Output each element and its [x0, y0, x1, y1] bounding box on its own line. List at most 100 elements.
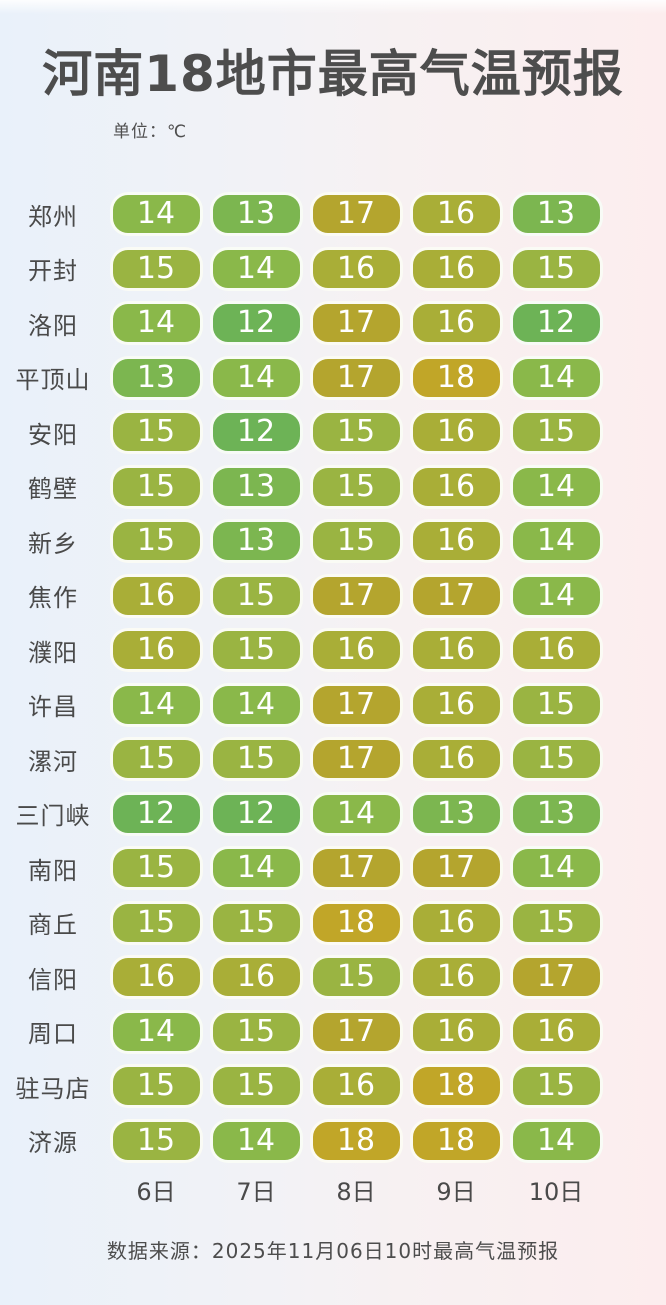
- cell-slot: 14: [506, 573, 606, 618]
- temperature-cell: 14: [309, 791, 403, 836]
- cell-slot: 17: [306, 682, 406, 727]
- city-label: 焦作: [28, 584, 78, 612]
- cell-slot: 16: [106, 573, 206, 618]
- temperature-cell: 12: [209, 410, 303, 454]
- city-label: 濮阳: [28, 638, 78, 667]
- temperature-cell: 16: [409, 955, 503, 999]
- temperature-cell: 15: [209, 1064, 303, 1108]
- temperature-cell: 16: [409, 246, 503, 291]
- cell-slot: 15: [206, 900, 306, 945]
- temperature-cell: 16: [509, 628, 603, 672]
- cell-slot: 17: [406, 846, 506, 890]
- cell-slot: 15: [106, 410, 206, 454]
- cell-slot: 13: [206, 464, 306, 509]
- cell-slot: 14: [206, 246, 306, 291]
- cell-slot: 15: [506, 246, 606, 291]
- cell-slot: 15: [106, 900, 206, 945]
- cell-slot: 16: [406, 246, 506, 291]
- temperature-cell: 15: [509, 682, 603, 727]
- city-label: 郑州: [28, 202, 78, 231]
- temperature-cell: 14: [509, 355, 603, 400]
- temperature-cell: 15: [109, 519, 203, 563]
- cell-slot: 14: [106, 1009, 206, 1054]
- temperature-cell: 16: [409, 519, 503, 563]
- cell-slot: 15: [206, 573, 306, 618]
- city-label: 周口: [28, 1020, 78, 1048]
- temperature-cell: 14: [509, 1118, 603, 1163]
- temperature-cell: 12: [209, 791, 303, 836]
- city-row: 安阳 15 12 15 16 15: [0, 410, 666, 454]
- cell-slot: 16: [406, 410, 506, 454]
- temperature-cell: 15: [509, 246, 603, 291]
- temperature-cell: 15: [109, 1064, 203, 1108]
- cell-slot: 16: [106, 955, 206, 999]
- cell-slot: 18: [306, 900, 406, 945]
- temperature-cell: 14: [509, 464, 603, 509]
- city-row: 平顶山 13 14 17 18 14: [0, 355, 666, 400]
- temperature-cell: 18: [409, 355, 503, 400]
- temperature-cell: 14: [509, 846, 603, 890]
- cell-slot: 14: [106, 192, 206, 236]
- cell-slot: 15: [106, 1064, 206, 1108]
- temperature-cell: 14: [109, 301, 203, 345]
- city-label: 漯河: [28, 747, 78, 776]
- cell-slot: 16: [406, 900, 506, 945]
- city-row: 商丘 15 15 18 16 15: [0, 900, 666, 945]
- temperature-cell: 13: [409, 791, 503, 836]
- city-label: 洛阳: [28, 311, 78, 340]
- cell-slot: 12: [506, 301, 606, 345]
- cell-slot: 14: [206, 682, 306, 727]
- temperature-cell: 15: [109, 737, 203, 781]
- cell-slot: 15: [306, 464, 406, 509]
- cell-slot: 15: [506, 682, 606, 727]
- cell-slot: 16: [206, 955, 306, 999]
- temperature-cell: 16: [109, 573, 203, 618]
- temperature-cell: 14: [109, 1009, 203, 1054]
- cell-slot: 14: [306, 791, 406, 836]
- cell-slot: 16: [306, 1064, 406, 1108]
- temperature-cell: 13: [209, 192, 303, 236]
- cell-slot: 12: [206, 301, 306, 345]
- temperature-cell: 17: [309, 737, 403, 781]
- cell-slot: 17: [506, 955, 606, 999]
- city-row: 南阳 15 14 17 17 14: [0, 846, 666, 890]
- cell-slot: 15: [106, 846, 206, 890]
- temperature-cell: 16: [209, 955, 303, 999]
- temperature-cell: 15: [109, 846, 203, 890]
- temperature-cell: 14: [209, 1118, 303, 1163]
- temperature-cell: 17: [309, 192, 403, 236]
- temperature-cell: 16: [409, 192, 503, 236]
- city-row: 郑州 14 13 17 16 13: [0, 192, 666, 236]
- cell-slot: 17: [306, 846, 406, 890]
- temperature-cell: 17: [309, 682, 403, 727]
- temperature-cell: 16: [409, 301, 503, 345]
- city-label: 驻马店: [15, 1074, 91, 1103]
- cell-slot: 14: [106, 301, 206, 345]
- temperature-cell: 15: [509, 900, 603, 945]
- temperature-cell: 14: [509, 573, 603, 618]
- temperature-cell: 15: [509, 1064, 603, 1108]
- data-source-caption: 数据来源：2025年11月06日10时最高气温预报: [106, 1239, 560, 1263]
- temperature-cell: 16: [409, 464, 503, 509]
- temperature-cell: 15: [209, 628, 303, 672]
- temperature-cell: 17: [309, 355, 403, 400]
- temperature-cell: 15: [209, 737, 303, 781]
- city-row: 洛阳 14 12 17 16 12: [0, 301, 666, 345]
- temperature-grid: 郑州 14 13 17 16 13 开封 15 14 16 16 15 洛阳 14 12 17 16 12 平顶山 1…: [0, 192, 666, 1163]
- cell-slot: 15: [106, 464, 206, 509]
- city-row: 许昌 14 14 17 16 15: [0, 682, 666, 727]
- temperature-cell: 17: [309, 846, 403, 890]
- day-label: 9日: [436, 1178, 476, 1206]
- city-label: 三门峡: [15, 802, 91, 830]
- temperature-cell: 17: [309, 301, 403, 345]
- cell-slot: 12: [206, 791, 306, 836]
- cell-slot: 15: [206, 737, 306, 781]
- temperature-cell: 18: [409, 1064, 503, 1108]
- cell-slot: 16: [106, 628, 206, 672]
- temperature-cell: 16: [309, 628, 403, 672]
- cell-slot: 13: [206, 519, 306, 563]
- city-row: 济源 15 14 18 18 14: [0, 1118, 666, 1163]
- cell-slot: 12: [206, 410, 306, 454]
- cell-slot: 15: [506, 737, 606, 781]
- cell-slot: 13: [506, 791, 606, 836]
